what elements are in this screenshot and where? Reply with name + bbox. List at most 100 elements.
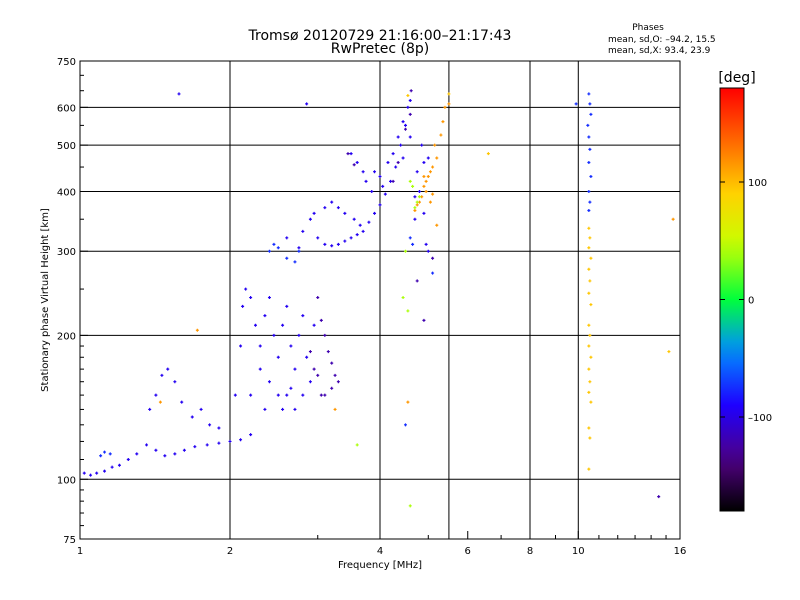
data-point (367, 220, 371, 224)
data-point (403, 123, 407, 127)
data-point (424, 179, 428, 183)
data-point (424, 189, 428, 193)
data-point (391, 152, 395, 156)
data-point (346, 152, 350, 156)
data-point (293, 407, 297, 411)
data-point (293, 367, 297, 371)
data-point (589, 112, 593, 116)
data-point (587, 390, 591, 394)
data-point (316, 373, 320, 377)
data-point (417, 195, 421, 199)
data-point (95, 471, 99, 475)
data-point (413, 206, 417, 210)
data-point (589, 174, 593, 178)
data-point (403, 249, 407, 253)
y-tick-label: 500 (57, 141, 76, 152)
data-point (422, 211, 426, 215)
data-point (217, 426, 221, 430)
data-point (441, 120, 445, 124)
data-point (199, 407, 203, 411)
data-point (281, 323, 285, 327)
data-point (190, 415, 194, 419)
data-point (330, 244, 334, 248)
data-point (370, 189, 374, 193)
data-point (289, 344, 293, 348)
data-point (383, 192, 387, 196)
x-axis-label: Frequency [MHz] (338, 560, 422, 571)
data-point (586, 123, 590, 127)
data-point (355, 160, 359, 164)
x-tick-label: 6 (465, 546, 471, 557)
data-point (316, 236, 320, 240)
data-point (587, 267, 591, 271)
data-point (587, 426, 591, 430)
data-point (99, 454, 103, 458)
data-point (415, 200, 419, 204)
data-point (336, 380, 340, 384)
data-point (352, 163, 356, 167)
data-point (587, 92, 591, 96)
data-point (657, 495, 661, 499)
data-point (193, 445, 197, 449)
data-point (349, 152, 353, 156)
data-point (110, 465, 114, 469)
data-point (336, 206, 340, 210)
data-point (373, 211, 377, 215)
data-point (297, 246, 301, 250)
data-point (431, 192, 435, 196)
data-point (333, 373, 337, 377)
data-point (417, 189, 421, 193)
data-point (285, 393, 289, 397)
data-point (253, 323, 257, 327)
data-point (263, 407, 267, 411)
data-point (117, 463, 121, 467)
data-point (588, 147, 592, 151)
data-point (671, 217, 675, 221)
data-point (361, 229, 365, 233)
data-point (173, 380, 177, 384)
data-point (312, 367, 316, 371)
data-point (408, 135, 412, 139)
data-point (378, 174, 382, 178)
data-point (208, 423, 212, 427)
data-point (326, 350, 330, 354)
data-point (312, 211, 316, 215)
data-point (413, 217, 417, 221)
data-point (228, 439, 232, 443)
data-point (361, 170, 365, 174)
data-point (394, 165, 398, 169)
data-point (217, 441, 221, 445)
data-point (587, 291, 591, 295)
data-point (276, 355, 280, 359)
data-point (426, 156, 430, 160)
data-point (408, 179, 412, 183)
data-point (154, 448, 158, 452)
x-tick-label: 4 (377, 546, 383, 557)
data-point (401, 156, 405, 160)
data-point (408, 236, 412, 240)
data-point (588, 333, 592, 337)
x-tick-label: 8 (527, 546, 533, 557)
data-point (336, 242, 340, 246)
data-point (408, 112, 412, 116)
data-point (272, 333, 276, 337)
data-point (319, 393, 323, 397)
data-point (205, 443, 209, 447)
data-point (667, 350, 671, 354)
data-point (588, 102, 592, 106)
data-points (82, 89, 675, 508)
data-point (589, 355, 593, 359)
data-point (323, 393, 327, 397)
phase-info-o: mean, sd,O: –94.2, 15.5 (608, 35, 716, 45)
data-point (389, 179, 393, 183)
data-point (587, 467, 591, 471)
data-point (587, 226, 591, 230)
data-point (182, 448, 186, 452)
data-point (160, 373, 164, 377)
data-point (587, 246, 591, 250)
y-tick-label: 75 (63, 535, 76, 546)
data-point (308, 380, 312, 384)
data-point (258, 367, 262, 371)
data-point (396, 160, 400, 164)
